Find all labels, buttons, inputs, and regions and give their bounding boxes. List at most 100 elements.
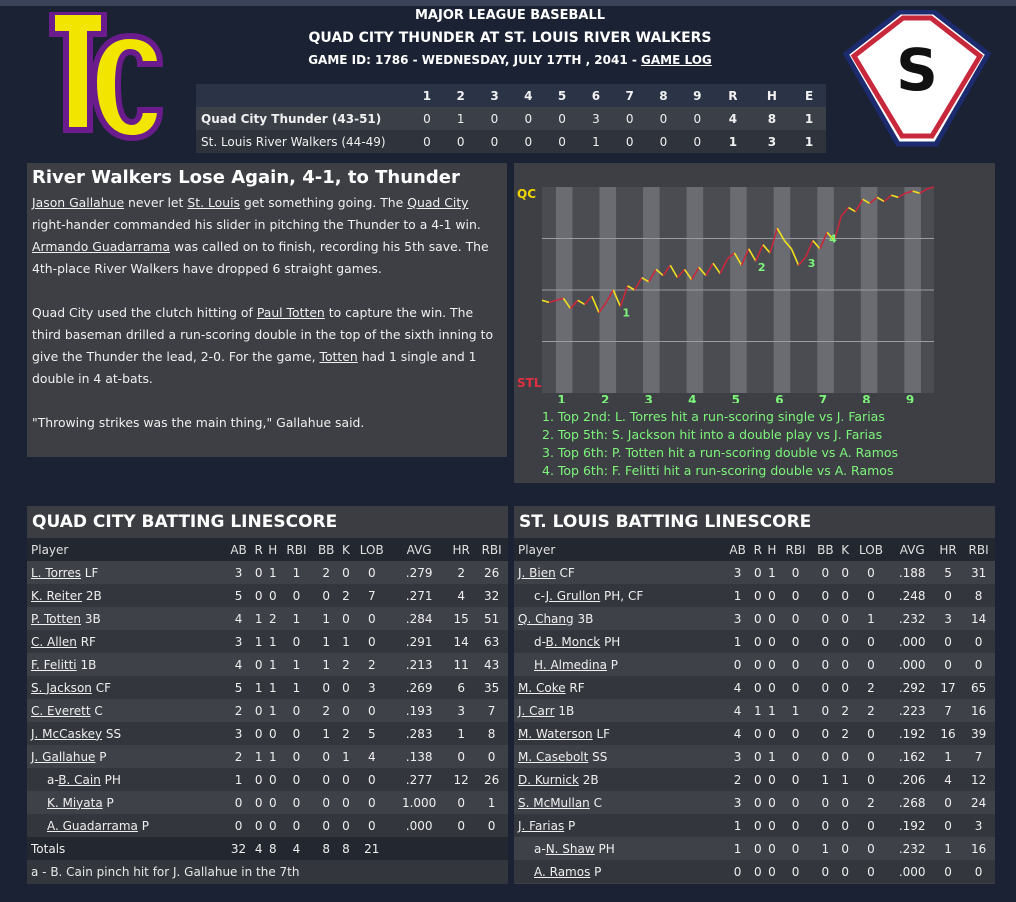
batting-stat-cell: 3 xyxy=(724,561,751,584)
batting-stat-cell: 0 xyxy=(251,722,266,745)
player-name-link[interactable]: C. Allen xyxy=(31,634,77,649)
batting-stat-cell: 0 xyxy=(933,791,963,814)
win-probability-segment xyxy=(712,262,721,274)
recap-link[interactable]: Jason Gallahue xyxy=(32,195,125,210)
player-name-link[interactable]: S. McMullan xyxy=(518,795,590,810)
player-name-link[interactable]: L. Torres xyxy=(31,565,81,580)
player-name-link[interactable]: D. Kurnick xyxy=(518,772,579,787)
player-name-link[interactable]: J. Bien xyxy=(518,565,556,580)
recap-link[interactable]: Armando Guadarrama xyxy=(32,239,170,254)
batting-stat-cell: 1 xyxy=(764,561,780,584)
batting-stat-cell: 1 xyxy=(764,699,780,722)
batting-header-row: Player AB R H RBI BB K LOB AVG HR RBI xyxy=(514,538,995,561)
linescore-inning-cell: 0 xyxy=(410,107,444,130)
batting-stat-cell: 43 xyxy=(475,653,508,676)
win-probability-segment xyxy=(591,295,600,313)
player-name-link[interactable]: K. Miyata xyxy=(47,795,103,810)
batting-stat-cell: 0 xyxy=(779,630,812,653)
batting-stat-cell: 0 xyxy=(312,814,340,837)
player-position: 1B xyxy=(554,703,575,718)
batting-stat-cell: .192 xyxy=(890,722,934,745)
win-probability-segment xyxy=(740,248,750,266)
recap-link[interactable]: Paul Totten xyxy=(256,305,325,320)
win-probability-segment xyxy=(854,198,864,213)
batting-stat-cell: 0 xyxy=(352,768,392,791)
win-probability-segment xyxy=(769,227,778,254)
batting-stat-cell: 1 xyxy=(280,676,313,699)
game-recap: River Walkers Lose Again, 4-1, to Thunde… xyxy=(27,163,507,457)
player-name-link[interactable]: S. Jackson xyxy=(31,680,92,695)
player-name-link[interactable]: B. Monck xyxy=(545,634,601,649)
recap-link[interactable]: Totten xyxy=(319,349,358,364)
batting-stat-cell: .284 xyxy=(391,607,448,630)
linescore-inning-cell: 0 xyxy=(511,107,546,130)
linescore-h-cell: 3 xyxy=(751,130,793,153)
batting-stat-cell: 0 xyxy=(312,768,340,791)
batting-stat-cell: 65 xyxy=(962,676,995,699)
batting-stat-cell: 0 xyxy=(779,561,812,584)
batting-stat-cell: 0 xyxy=(352,699,392,722)
game-log-link[interactable]: GAME LOG xyxy=(641,53,712,67)
batting-row: L. Torres LF 3 0 1 1 2 0 0.279 2 26 xyxy=(27,561,508,584)
player-name-link[interactable]: J. Gallahue xyxy=(31,749,96,764)
player-name-link[interactable]: J. Farias xyxy=(518,818,565,833)
batting-stat-cell: 0 xyxy=(811,630,839,653)
player-name-link[interactable]: Q. Chang xyxy=(518,611,574,626)
player-name-link[interactable]: B. Cain xyxy=(58,772,101,787)
recap-link[interactable]: Quad City xyxy=(407,195,469,210)
sub-prefix: c- xyxy=(534,588,546,603)
batting-stat-cell: 0 xyxy=(251,814,266,837)
player-position: RF xyxy=(565,680,585,695)
win-probability-segment xyxy=(556,297,564,302)
player-name-link[interactable]: C. Everett xyxy=(31,703,91,718)
player-name-link[interactable]: M. Coke xyxy=(518,680,566,695)
batting-stat-cell: 2 xyxy=(838,699,852,722)
batting-stat-cell: 1 xyxy=(933,837,963,860)
batting-stat-cell: 2 xyxy=(447,561,476,584)
batting-totals-cell: 8 xyxy=(339,837,353,860)
player-name-link[interactable]: M. Waterson xyxy=(518,726,593,741)
batting-stat-cell: 11 xyxy=(447,653,476,676)
recap-text: right-hander commanded his slider in pit… xyxy=(32,217,481,232)
batting-stat-cell: 7 xyxy=(933,699,963,722)
batting-stat-cell: 51 xyxy=(475,607,508,630)
player-name-link[interactable]: H. Almedina xyxy=(534,657,607,672)
batting-totals-cell: 8 xyxy=(265,837,281,860)
linescore-inning-cell: 0 xyxy=(646,107,681,130)
recap-link[interactable]: St. Louis xyxy=(187,195,240,210)
player-name-link[interactable]: A. Ramos xyxy=(534,864,591,879)
batting-stat-cell: .188 xyxy=(890,561,934,584)
player-name-link[interactable]: K. Reiter xyxy=(31,588,83,603)
batting-player-cell: J. Farias P xyxy=(514,814,725,837)
batting-stat-cell: .138 xyxy=(391,745,448,768)
batting-stat-cell: 17 xyxy=(933,676,963,699)
batting-stat-cell: 1 xyxy=(447,722,476,745)
player-name-link[interactable]: A. Guadarrama xyxy=(47,818,138,833)
batting-stat-cell: 0 xyxy=(764,860,780,883)
batting-stat-cell: 1 xyxy=(779,699,812,722)
player-name-link[interactable]: J. Carr xyxy=(518,703,555,718)
batting-stat-cell: 0 xyxy=(962,860,995,883)
key-event-item: 3. Top 6th: P. Totten hit a run-scoring … xyxy=(542,445,899,460)
player-name-link[interactable]: F. Felitti xyxy=(31,657,77,672)
player-name-link[interactable]: P. Totten xyxy=(31,611,82,626)
sub-prefix: a- xyxy=(534,841,546,856)
batting-stat-cell: 0 xyxy=(447,745,476,768)
player-wrap: H. Almedina P xyxy=(518,658,618,672)
player-name-link[interactable]: J. McCaskey xyxy=(31,726,103,741)
batting-stat-cell: 0 xyxy=(352,630,392,653)
batting-header-player: Player xyxy=(514,538,725,561)
win-probability-segment xyxy=(755,244,764,262)
batting-stat-cell: 0 xyxy=(751,607,765,630)
win-probability-segment xyxy=(869,196,878,205)
player-name-link[interactable]: M. Casebolt xyxy=(518,749,589,764)
player-wrap: a-B. Cain PH xyxy=(31,773,121,787)
player-name-link[interactable]: J. Grullon xyxy=(545,588,601,603)
quad-city-logo xyxy=(49,12,164,142)
batting-stat-cell: 0 xyxy=(751,745,765,768)
batting-stat-cell: 2 xyxy=(225,699,252,722)
batting-header-cell: RBI xyxy=(280,538,313,561)
batting-stat-cell: 0 xyxy=(751,791,765,814)
batting-stat-cell: 0 xyxy=(265,791,281,814)
player-name-link[interactable]: N. Shaw xyxy=(545,841,595,856)
